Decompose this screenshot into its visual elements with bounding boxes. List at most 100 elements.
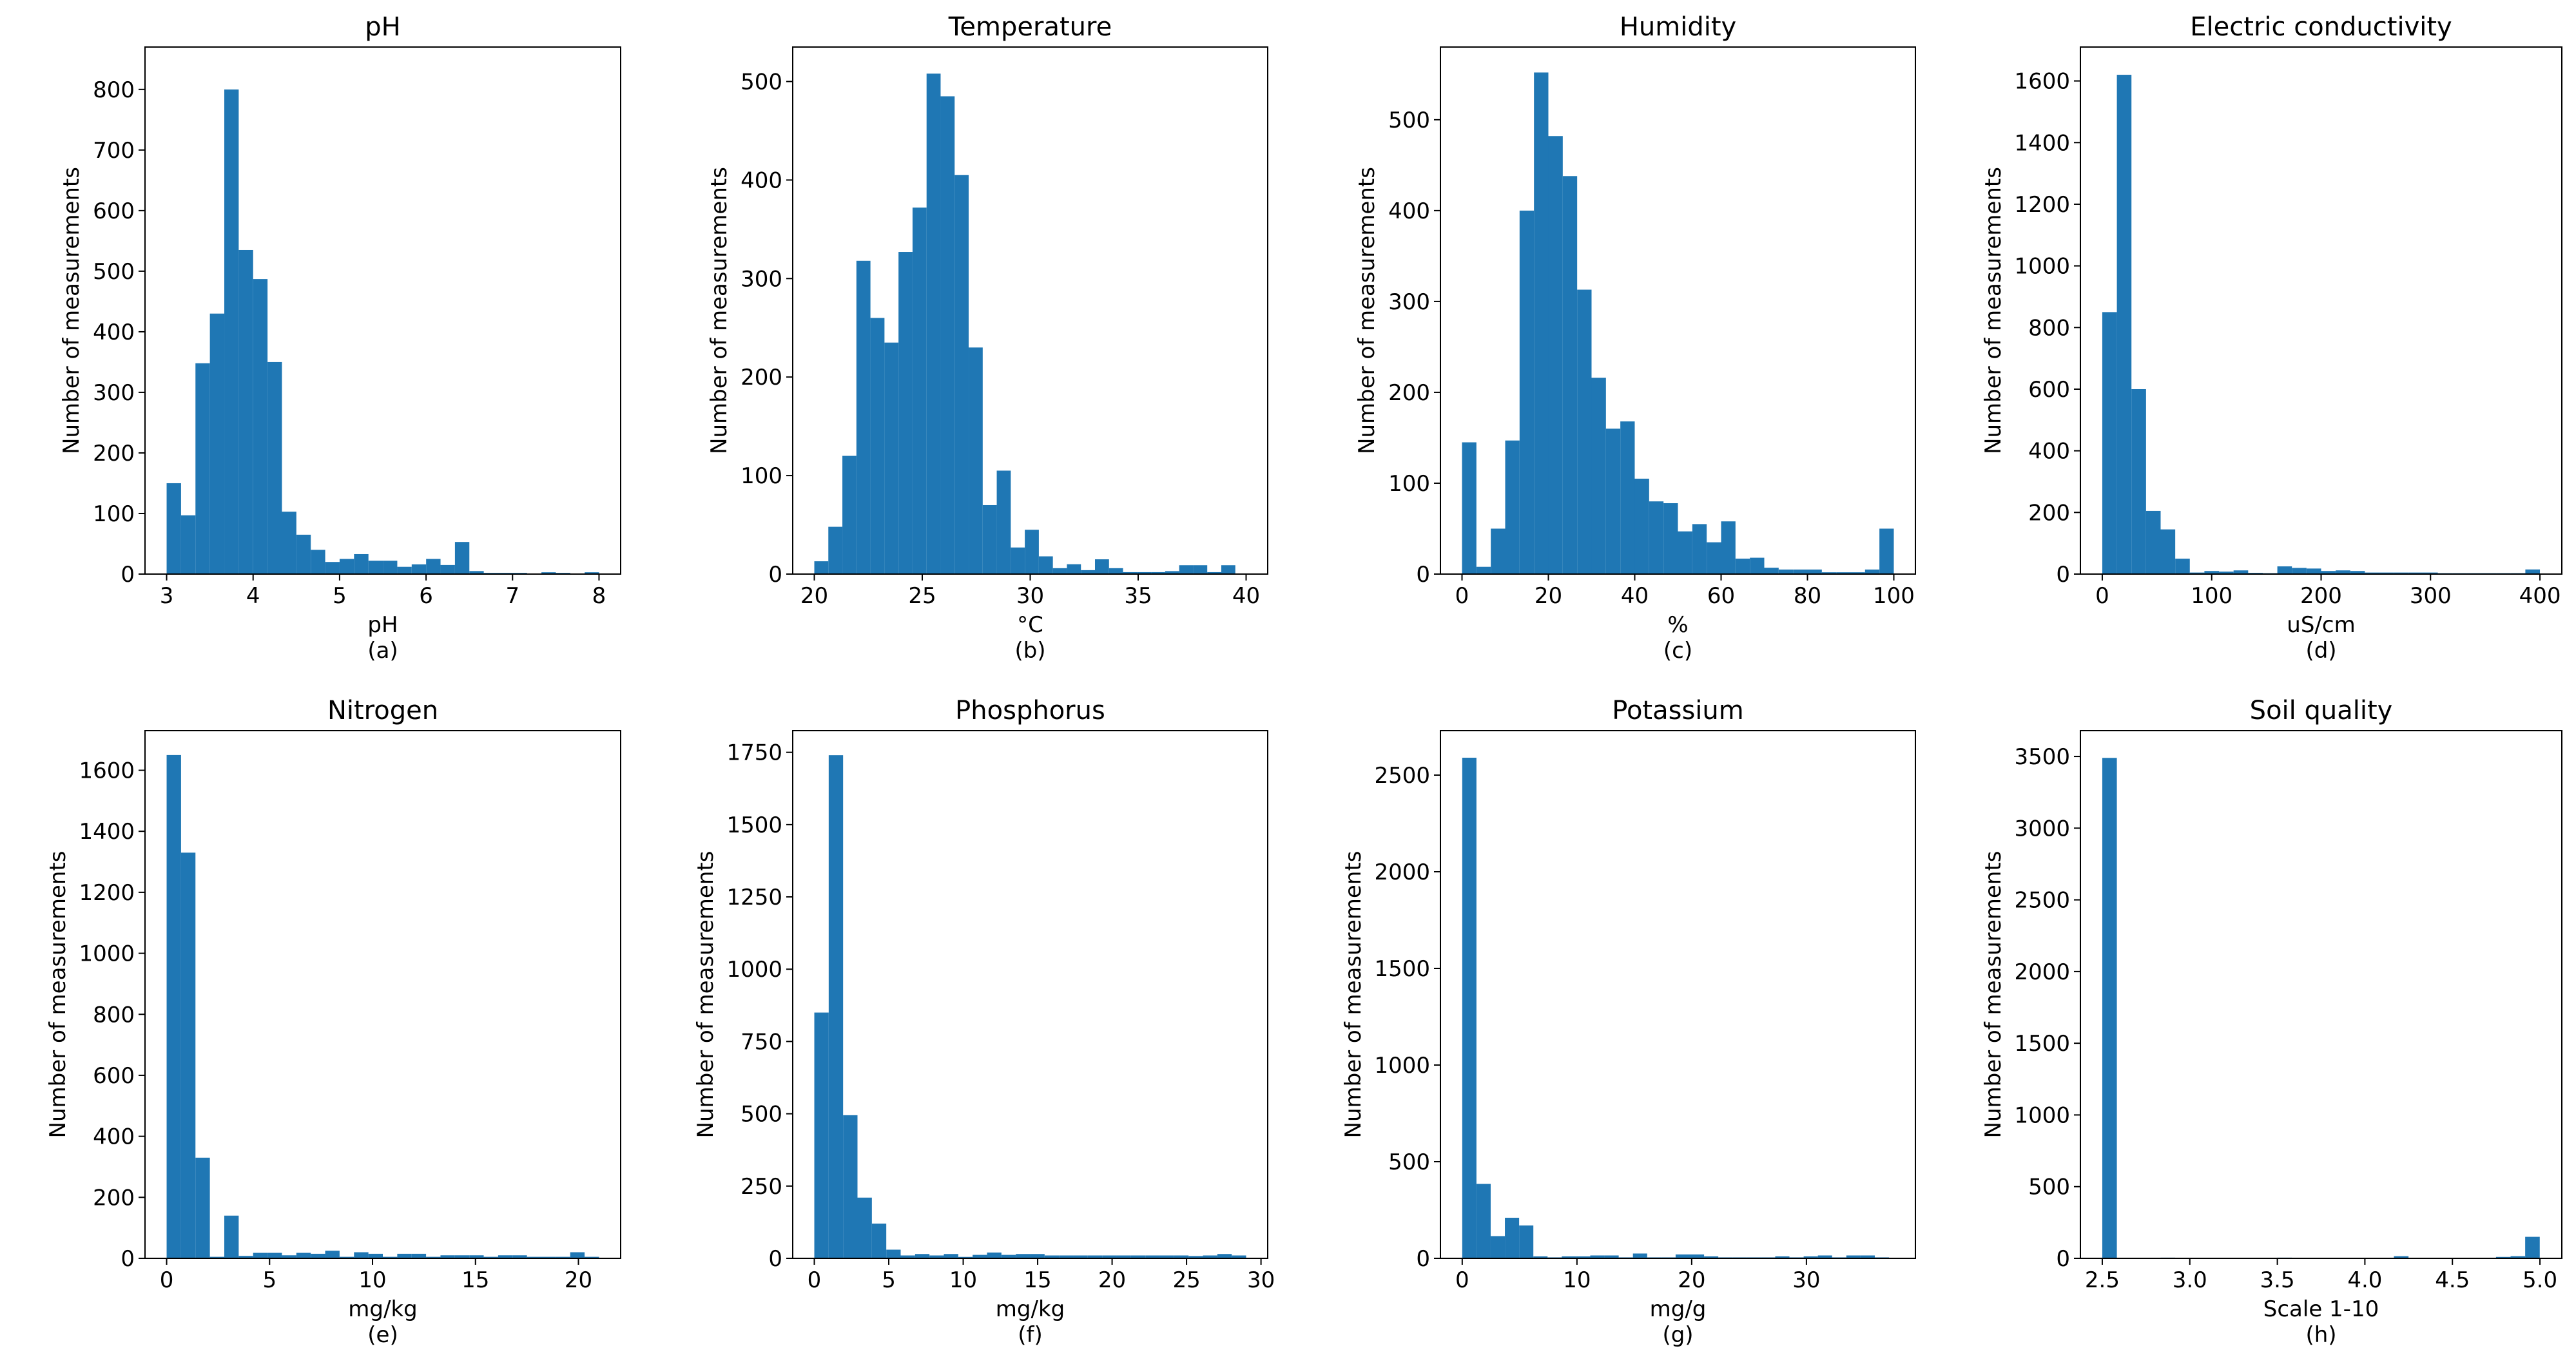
histogram-bar — [311, 550, 325, 574]
histogram-bar — [2145, 510, 2161, 574]
plot-frame — [792, 730, 1268, 1259]
y-tick-label: 1400 — [2014, 130, 2070, 156]
histogram-bar — [1203, 1255, 1217, 1258]
histogram-bar — [1188, 1256, 1203, 1258]
histogram-bar — [1634, 478, 1649, 574]
y-tick-label: 200 — [741, 365, 782, 390]
x-tick-label: 20 — [1678, 1267, 1705, 1293]
histogram-bar — [411, 564, 427, 574]
x-tick-label: 6 — [419, 583, 433, 609]
histogram-bar — [996, 470, 1011, 574]
histogram-bar — [411, 1253, 427, 1258]
histogram-bar — [1533, 1256, 1548, 1258]
x-tick-label: 25 — [1172, 1267, 1200, 1293]
chart-title: Electric conductivity — [2190, 12, 2452, 42]
histogram-bar — [1073, 1255, 1088, 1258]
y-tick-label: 400 — [93, 1124, 135, 1150]
histogram-bar — [856, 260, 871, 574]
histogram-bar — [1505, 1218, 1520, 1258]
histogram-bar — [2131, 389, 2146, 574]
histogram-bar — [1678, 531, 1692, 574]
histogram-bar — [1576, 1256, 1591, 1258]
histogram-panel-3: 0 100 200 300 400 0 200 400 600 800 1000 1200 1400 16… — [1980, 12, 2562, 664]
y-tick-label: 1000 — [1374, 1053, 1430, 1079]
histogram-bar — [440, 564, 455, 574]
y-tick-label: 700 — [93, 138, 135, 164]
histogram-bar — [1750, 557, 1765, 574]
histogram-panel-5: 0 5 10 15 20 25 30 0 250 500 750 1000 1250 1500 1750 Ph… — [693, 696, 1275, 1348]
histogram-bar — [1476, 1184, 1491, 1258]
histogram-bar — [1052, 568, 1067, 574]
histogram-bar — [368, 1253, 383, 1258]
x-tick-label: 4.5 — [2435, 1267, 2470, 1293]
y-tick-label: 400 — [741, 168, 782, 193]
x-tick-label: 20 — [800, 583, 828, 609]
x-tick-label: 100 — [1873, 583, 1915, 609]
y-tick-label: 0 — [768, 562, 782, 588]
histogram-bar — [311, 1253, 325, 1258]
x-tick-label: 30 — [1247, 1267, 1275, 1293]
x-axis-label: pH — [367, 612, 398, 638]
y-tick-label: 0 — [2056, 1246, 2070, 1272]
histogram-bar — [1721, 521, 1736, 574]
y-tick-label: 600 — [2028, 377, 2070, 403]
histogram-bar — [1067, 564, 1081, 574]
y-tick-label: 750 — [741, 1029, 782, 1055]
histogram-bar — [1675, 1254, 1690, 1258]
histogram-bar — [1462, 442, 1477, 574]
y-tick-label: 0 — [2056, 562, 2070, 588]
histogram-bar — [1707, 542, 1721, 574]
histogram-bar — [2525, 569, 2541, 574]
x-tick-label: 30 — [1792, 1267, 1820, 1293]
histogram-bar — [944, 1254, 958, 1258]
histogram-bar — [1817, 1255, 1832, 1258]
x-tick-label: 5 — [882, 1267, 896, 1293]
histogram-bar — [857, 1197, 872, 1258]
histogram-panel-0: 3 4 5 6 7 80100200300400500600700800pHpH(a)Nu… — [59, 12, 621, 664]
histogram-bar — [2525, 1236, 2540, 1258]
histogram-bar — [585, 1256, 599, 1258]
x-tick-label: 0 — [1455, 1267, 1469, 1293]
histogram-bar — [541, 572, 556, 574]
y-axis-label: Number of measurements — [1354, 167, 1380, 454]
histogram-bar — [469, 1255, 484, 1258]
histogram-bar — [454, 1255, 470, 1258]
histogram-bar — [929, 1255, 944, 1258]
histogram-bar — [1145, 1255, 1160, 1258]
y-tick-label: 600 — [93, 1063, 135, 1089]
y-tick-label: 0 — [1416, 562, 1430, 588]
histogram-bar — [1130, 1255, 1146, 1258]
y-tick-label: 1000 — [726, 957, 782, 983]
histogram-bar — [267, 361, 282, 574]
histogram-bar — [1102, 1255, 1117, 1258]
histogram-bar — [1690, 1254, 1705, 1258]
histogram-bar — [1577, 289, 1592, 574]
histogram-bar — [2102, 758, 2117, 1258]
x-axis-label: mg/g — [1650, 1296, 1707, 1322]
histogram-bar — [2394, 1256, 2409, 1258]
histogram-bar — [1123, 572, 1138, 574]
y-tick-label: 300 — [741, 266, 782, 292]
y-tick-label: 200 — [93, 441, 135, 466]
y-tick-label: 1200 — [2014, 192, 2070, 218]
histogram-bar — [1179, 565, 1194, 574]
y-tick-label: 0 — [1416, 1246, 1430, 1272]
histogram-bar — [1793, 569, 1808, 574]
histogram-bar — [973, 1254, 987, 1258]
histogram-bar — [2233, 570, 2249, 574]
chart-title: Phosphorus — [955, 696, 1105, 725]
histogram-bar — [2204, 571, 2220, 574]
x-tick-label: 10 — [1563, 1267, 1591, 1293]
histogram-bar — [1059, 1255, 1074, 1258]
histogram-bar — [1562, 176, 1578, 575]
x-tick-label: 5 — [262, 1267, 276, 1293]
histogram-bar — [1174, 1255, 1189, 1258]
x-tick-label: 25 — [908, 583, 936, 609]
histogram-bar — [915, 1254, 930, 1258]
y-tick-label: 400 — [1388, 198, 1430, 224]
histogram-bar — [2423, 572, 2438, 574]
y-tick-label: 100 — [1388, 471, 1430, 497]
y-tick-label: 2500 — [2014, 888, 2070, 914]
y-axis-label: Number of measurements — [1341, 851, 1366, 1138]
